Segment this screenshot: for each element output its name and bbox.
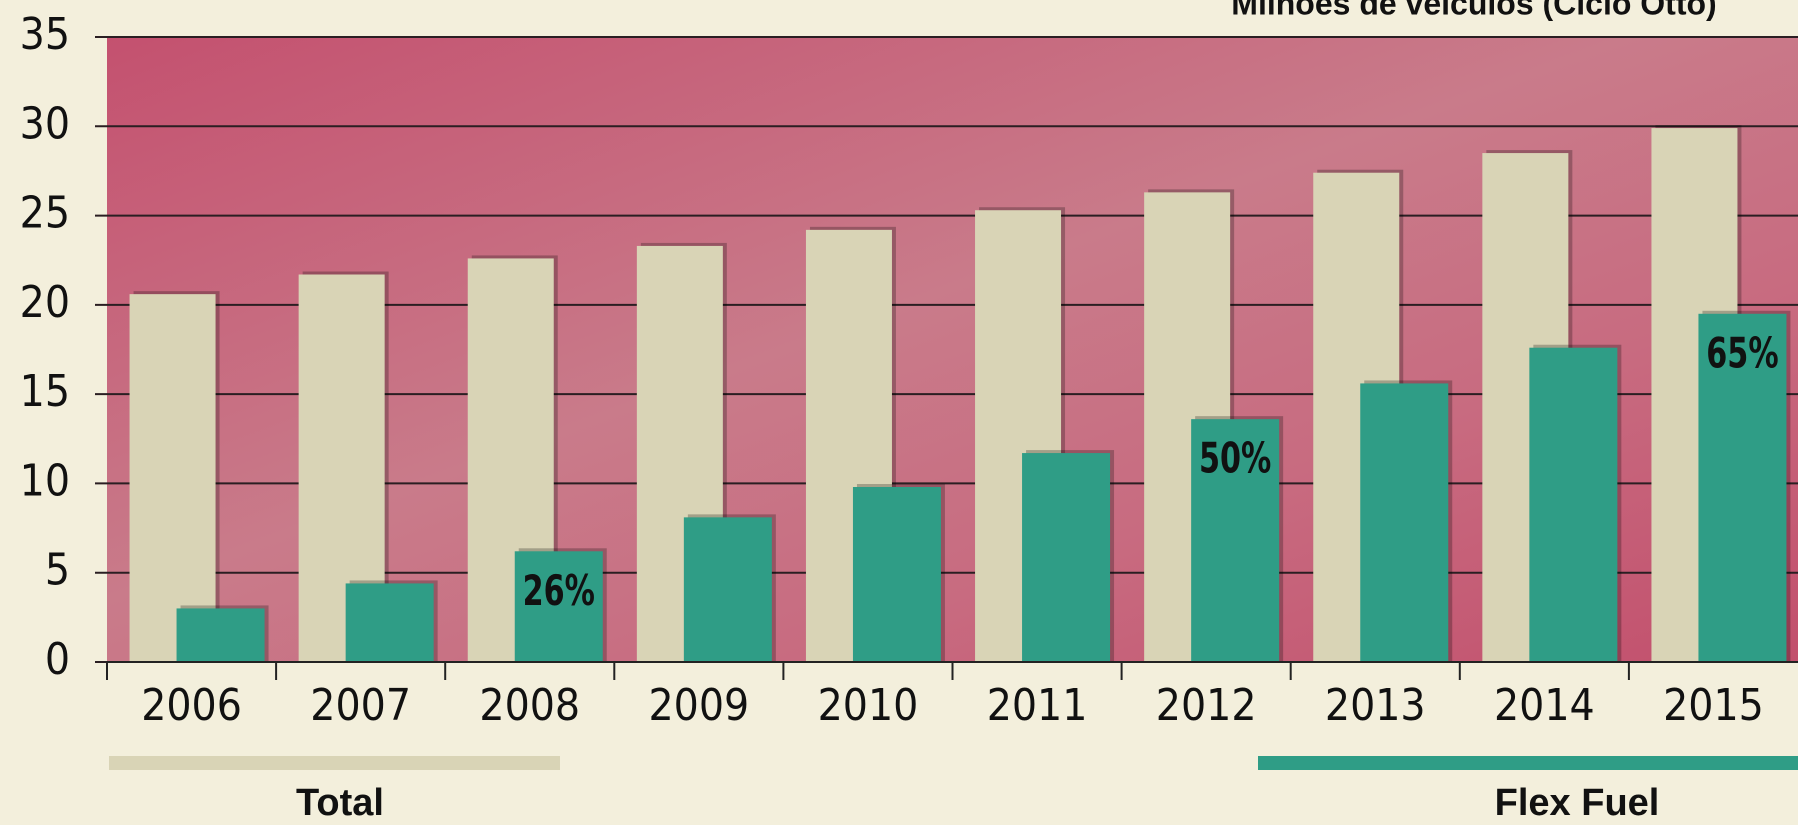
x-tick-label: 2011 xyxy=(987,680,1088,731)
y-tick-label: 15 xyxy=(20,366,70,417)
bar xyxy=(1529,347,1618,662)
x-tick-label: 2015 xyxy=(1663,680,1764,731)
x-tick-label: 2010 xyxy=(818,680,919,731)
share-label: 26% xyxy=(523,566,595,615)
bar xyxy=(683,517,772,662)
bar xyxy=(852,487,941,662)
share-label: 65% xyxy=(1706,329,1778,378)
y-tick-label: 35 xyxy=(20,9,70,60)
bar xyxy=(345,583,434,662)
y-tick-label: 5 xyxy=(45,545,70,596)
subtitle: Milhões de veículos (Ciclo Otto) xyxy=(1231,0,1716,21)
bar xyxy=(176,608,265,662)
y-tick-label: 0 xyxy=(45,634,70,685)
bar xyxy=(1191,419,1280,662)
x-tick-label: 2006 xyxy=(141,680,242,731)
share-label: 50% xyxy=(1199,434,1271,483)
legend-label: Flex Fuel xyxy=(1495,782,1660,824)
y-tick-label: 30 xyxy=(20,98,70,149)
x-tick-label: 2013 xyxy=(1325,680,1426,731)
y-tick-label: 20 xyxy=(20,277,70,328)
bar xyxy=(514,551,603,662)
bar xyxy=(1022,453,1111,662)
bar xyxy=(1698,313,1787,662)
x-tick-label: 2008 xyxy=(479,680,580,731)
y-tick-label: 25 xyxy=(20,188,70,239)
bar xyxy=(129,294,216,662)
x-tick-label: 2007 xyxy=(310,680,411,731)
legend-label: Total xyxy=(296,782,384,824)
bar xyxy=(1360,383,1449,662)
x-tick-label: 2009 xyxy=(648,680,749,731)
x-tick-label: 2014 xyxy=(1494,680,1595,731)
y-tick-label: 10 xyxy=(20,455,70,506)
x-tick-label: 2012 xyxy=(1156,680,1257,731)
